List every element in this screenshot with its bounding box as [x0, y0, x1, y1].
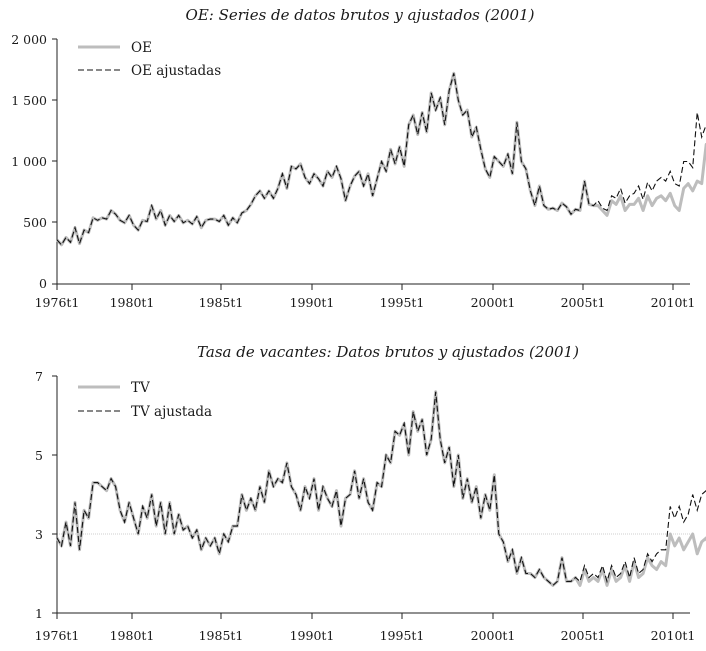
x-tick-label: 2010t1	[651, 628, 696, 643]
y-tick-label: 1	[35, 606, 43, 621]
y-axis: 2 000 1 500 1 000 500 0	[11, 32, 58, 291]
y-tick-label: 2 000	[11, 32, 47, 47]
x-tick-label: 1990t1	[290, 628, 335, 643]
x-tick-label: 2005t1	[561, 628, 606, 643]
y-tick-label: 0	[39, 276, 47, 291]
series-line-tv-ajustada	[56, 391, 706, 587]
x-axis: 1976t1 1980t1 1985t1 1990t1 1995t1 2000t…	[35, 612, 696, 643]
y-tick-label: 500	[23, 215, 47, 230]
x-tick-label: 2010t1	[651, 295, 696, 310]
y-tick-label: 1 500	[11, 93, 47, 108]
y-axis: 7 5 3 1	[35, 369, 58, 621]
plot-area	[55, 390, 706, 587]
x-tick-label: 1985t1	[199, 628, 244, 643]
x-tick-label: 1976t1	[35, 628, 80, 643]
legend: TV TV ajustada	[78, 380, 212, 420]
legend-label-tv: TV	[131, 380, 150, 396]
chart-tv: Tasa de vacantes: Datos brutos y ajustad…	[35, 343, 706, 643]
x-tick-label: 2000t1	[471, 295, 516, 310]
x-tick-label: 1980t1	[110, 628, 155, 643]
x-axis: 1976t1 1980t1 1985t1 1990t1 1995t1 2000t…	[35, 283, 696, 310]
series-line-tv	[55, 390, 706, 587]
legend-label-oe-ajustadas: OE ajustadas	[131, 63, 221, 79]
chart-title: Tasa de vacantes: Datos brutos y ajustad…	[197, 343, 579, 361]
legend: OE OE ajustadas	[78, 40, 221, 79]
x-tick-label: 1990t1	[290, 295, 335, 310]
series-line-oe-ajustadas	[56, 73, 706, 246]
y-tick-label: 5	[35, 448, 43, 463]
legend-label-tv-ajustada: TV ajustada	[131, 404, 212, 420]
chart-oe: OE: Series de datos brutos y ajustados (…	[11, 6, 706, 310]
x-tick-label: 1995t1	[380, 628, 425, 643]
x-tick-label: 1995t1	[380, 295, 425, 310]
x-tick-label: 1980t1	[110, 295, 155, 310]
y-tick-label: 3	[35, 527, 43, 542]
legend-label-oe: OE	[131, 40, 152, 56]
x-tick-label: 1976t1	[35, 295, 80, 310]
x-tick-label: 1985t1	[199, 295, 244, 310]
chart-title: OE: Series de datos brutos y ajustados (…	[186, 6, 535, 24]
x-tick-label: 2000t1	[471, 628, 516, 643]
plot-area	[55, 71, 706, 247]
y-tick-label: 1 000	[11, 154, 47, 169]
y-tick-label: 7	[35, 369, 43, 384]
series-line-oe	[55, 71, 706, 247]
x-tick-label: 2005t1	[561, 295, 606, 310]
